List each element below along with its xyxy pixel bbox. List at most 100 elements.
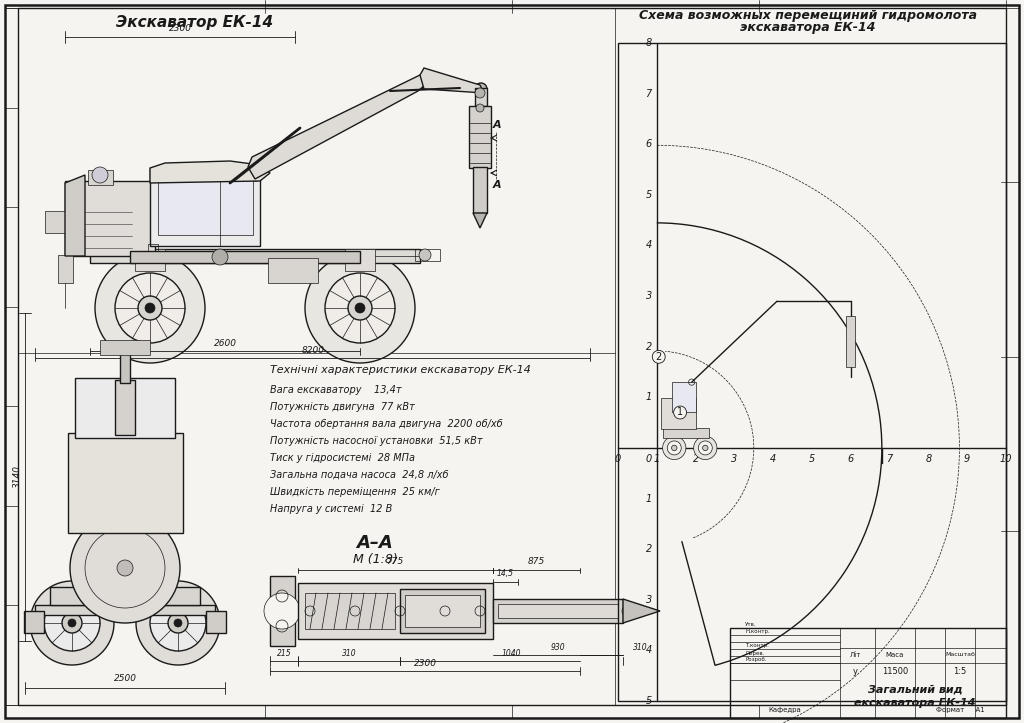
Text: Літ: Літ — [849, 652, 861, 658]
Text: 2600: 2600 — [213, 339, 237, 348]
Circle shape — [115, 273, 185, 343]
Circle shape — [168, 613, 188, 633]
Text: Экскаватор ЕК-14: Экскаватор ЕК-14 — [117, 15, 273, 30]
Text: Потужність насосної установки  51,5 кВт: Потужність насосної установки 51,5 кВт — [270, 436, 482, 446]
Polygon shape — [248, 75, 432, 179]
Circle shape — [136, 581, 220, 665]
Text: 0: 0 — [614, 454, 622, 464]
Circle shape — [476, 104, 484, 112]
Text: 3: 3 — [731, 454, 737, 464]
Text: М (1:8): М (1:8) — [352, 554, 397, 567]
Circle shape — [348, 296, 372, 320]
Bar — [660, 398, 695, 429]
Bar — [400, 589, 485, 633]
Bar — [498, 604, 618, 618]
Text: Н.контр.: Н.контр. — [745, 630, 770, 635]
Bar — [730, 628, 1006, 718]
Text: Потужність двигуна  77 кВт: Потужність двигуна 77 кВт — [270, 402, 415, 412]
Bar — [618, 43, 1006, 701]
Bar — [58, 255, 73, 283]
Circle shape — [247, 165, 263, 181]
Polygon shape — [150, 161, 270, 183]
Bar — [148, 244, 158, 256]
Circle shape — [663, 436, 686, 460]
Circle shape — [68, 619, 76, 627]
Polygon shape — [65, 175, 85, 256]
Bar — [45, 211, 67, 233]
Text: 215: 215 — [276, 649, 291, 658]
Bar — [50, 587, 200, 605]
Circle shape — [668, 441, 681, 455]
Bar — [158, 180, 253, 235]
Text: екскаватора ЕК-14: екскаватора ЕК-14 — [854, 698, 976, 708]
Circle shape — [325, 273, 395, 343]
Bar — [65, 181, 155, 256]
Circle shape — [145, 303, 155, 313]
Text: Загальний вид: Загальний вид — [867, 685, 963, 695]
Text: 7: 7 — [887, 454, 893, 464]
Circle shape — [264, 593, 300, 629]
Text: 4: 4 — [645, 241, 652, 250]
Text: Технічні характеристики екскаватору ЕК-14: Технічні характеристики екскаватору ЕК-1… — [270, 365, 530, 375]
Circle shape — [30, 581, 114, 665]
Bar — [120, 353, 130, 383]
Circle shape — [44, 595, 100, 651]
Text: 2: 2 — [655, 352, 662, 362]
Text: 1: 1 — [645, 494, 652, 503]
Bar — [475, 88, 487, 106]
Text: 2300: 2300 — [169, 24, 191, 33]
Circle shape — [702, 445, 708, 450]
Text: Маса: Маса — [886, 652, 904, 658]
Text: Загальна подача насоса  24,8 л/хб: Загальна подача насоса 24,8 л/хб — [270, 470, 449, 480]
Text: Кафедра: Кафедра — [769, 707, 802, 713]
Bar — [345, 249, 375, 271]
Bar — [406, 595, 480, 627]
Circle shape — [475, 88, 485, 98]
Text: Перев.: Перев. — [745, 651, 764, 656]
Circle shape — [622, 605, 634, 617]
Bar — [130, 251, 360, 263]
Text: 775: 775 — [386, 557, 403, 566]
Bar — [35, 605, 215, 615]
Text: у: у — [853, 667, 857, 677]
Circle shape — [62, 613, 82, 633]
Bar — [846, 317, 855, 367]
Text: 1: 1 — [653, 454, 659, 464]
Bar — [100, 340, 150, 355]
Bar — [298, 583, 493, 639]
Text: Напруга у системі  12 В: Напруга у системі 12 В — [270, 504, 392, 514]
Text: 1: 1 — [645, 393, 652, 402]
Bar — [135, 249, 165, 271]
Polygon shape — [420, 68, 484, 93]
Circle shape — [70, 513, 180, 623]
Bar — [88, 170, 113, 185]
Text: 930: 930 — [551, 643, 565, 652]
Text: Тиск у гідросистемі  28 МПа: Тиск у гідросистемі 28 МПа — [270, 453, 415, 463]
Bar — [24, 611, 44, 633]
Text: Т.контр.: Т.контр. — [745, 643, 769, 649]
Circle shape — [419, 249, 431, 261]
Circle shape — [138, 296, 162, 320]
Text: 14,5: 14,5 — [497, 569, 513, 578]
Bar — [150, 168, 260, 246]
Text: 9: 9 — [964, 454, 971, 464]
Circle shape — [355, 303, 365, 313]
Text: 2500: 2500 — [114, 674, 136, 683]
Bar — [473, 167, 487, 213]
Bar — [673, 382, 695, 413]
Text: экскаватора ЕК-14: экскаватора ЕК-14 — [740, 20, 876, 33]
Bar — [115, 380, 135, 435]
Bar — [90, 249, 420, 263]
Text: Вага екскаватору    13,4т: Вага екскаватору 13,4т — [270, 385, 401, 395]
Bar — [206, 611, 226, 633]
Circle shape — [475, 83, 487, 95]
Polygon shape — [623, 599, 660, 623]
Circle shape — [150, 595, 206, 651]
Circle shape — [698, 441, 713, 455]
Text: Утв.: Утв. — [745, 623, 757, 628]
Text: Масштаб: Масштаб — [945, 652, 975, 657]
Circle shape — [672, 445, 677, 450]
Bar — [415, 249, 440, 261]
Text: 875: 875 — [528, 557, 545, 566]
Bar — [305, 593, 395, 629]
